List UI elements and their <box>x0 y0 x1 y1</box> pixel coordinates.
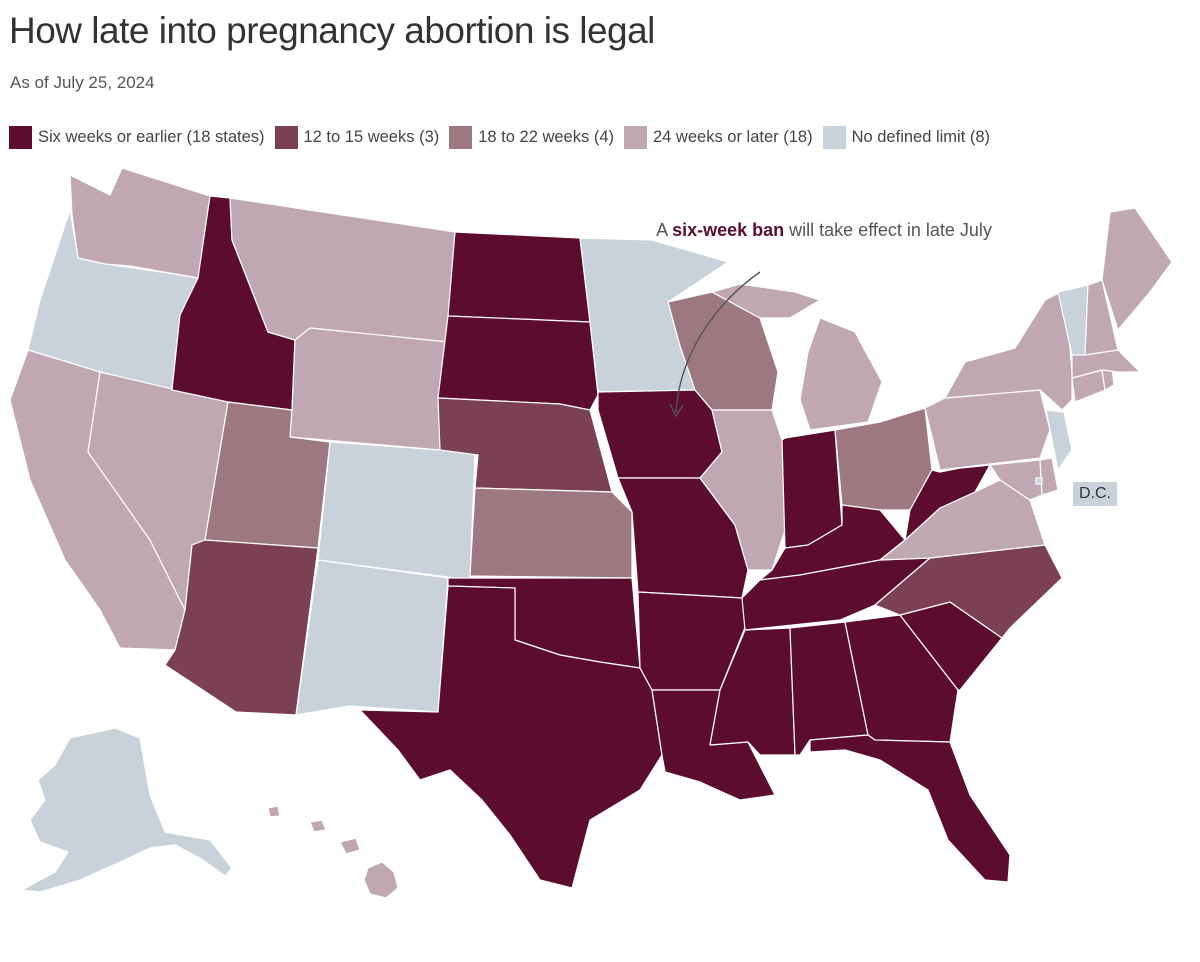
state-iowa <box>597 389 723 479</box>
state-illinois <box>699 409 786 571</box>
state-michigan <box>799 317 883 431</box>
state-hawaii-big-island <box>363 861 399 899</box>
annotation-prefix: A <box>656 220 673 240</box>
state-new-jersey <box>1045 409 1073 471</box>
map-title: How late into pregnancy abortion is lega… <box>9 10 655 51</box>
state-hawaii-kauai <box>267 805 281 818</box>
legend-label: 18 to 22 weeks (4) <box>478 128 614 146</box>
legend-label: 12 to 15 weeks (3) <box>303 128 440 146</box>
dc-marker <box>1035 477 1043 485</box>
legend: Six weeks or earlier (18 states) 12 to 1… <box>9 126 990 149</box>
us-states-map <box>0 160 1200 962</box>
state-maine <box>1101 207 1173 331</box>
state-alaska <box>21 727 233 893</box>
legend-item-12-to-15-weeks: 12 to 15 weeks (3) <box>274 126 440 149</box>
legend-label: Six weeks or earlier (18 states) <box>38 128 265 146</box>
state-new-mexico <box>295 559 449 716</box>
state-pennsylvania <box>924 389 1051 471</box>
map-subtitle: As of July 25, 2024 <box>10 73 155 92</box>
state-michigan-upper-peninsula <box>711 283 821 319</box>
legend-swatch <box>822 126 846 149</box>
legend-label: No defined limit (8) <box>851 128 991 146</box>
annotation-arrow <box>675 271 761 413</box>
annotation-arrowhead <box>669 403 684 418</box>
state-new-hampshire <box>1084 279 1119 356</box>
state-colorado <box>317 441 476 581</box>
us-map-svg <box>9 167 1173 899</box>
legend-item-24-weeks-or-later: 24 weeks or later (18) <box>624 126 813 149</box>
state-arizona <box>164 539 319 716</box>
state-hawaii-oahu <box>309 819 327 833</box>
annotation-highlight: six-week ban <box>672 220 785 240</box>
legend-swatch <box>624 126 647 149</box>
state-new-york <box>944 289 1073 411</box>
dc-label: D.C. <box>1073 482 1117 506</box>
state-delaware <box>1039 457 1059 496</box>
state-north-dakota <box>447 231 591 323</box>
legend-label: 24 weeks or later (18) <box>653 128 813 146</box>
annotation-suffix: will take effect in late July <box>784 220 992 240</box>
legend-swatch <box>9 126 32 149</box>
state-south-dakota <box>437 315 599 411</box>
legend-item-six-weeks: Six weeks or earlier (18 states) <box>9 126 265 149</box>
legend-swatch <box>449 126 473 149</box>
state-texas <box>359 585 663 889</box>
state-kansas <box>469 487 633 579</box>
state-wyoming <box>289 327 449 451</box>
annotation-six-week-ban: A six-week ban will take effect in late … <box>636 218 1012 242</box>
legend-item-no-defined-limit: No defined limit (8) <box>822 126 991 149</box>
state-montana <box>229 197 456 343</box>
legend-swatch <box>274 126 298 149</box>
legend-item-18-to-22-weeks: 18 to 22 weeks (4) <box>449 126 614 149</box>
state-florida <box>809 734 1011 883</box>
state-hawaii-maui <box>339 837 361 855</box>
